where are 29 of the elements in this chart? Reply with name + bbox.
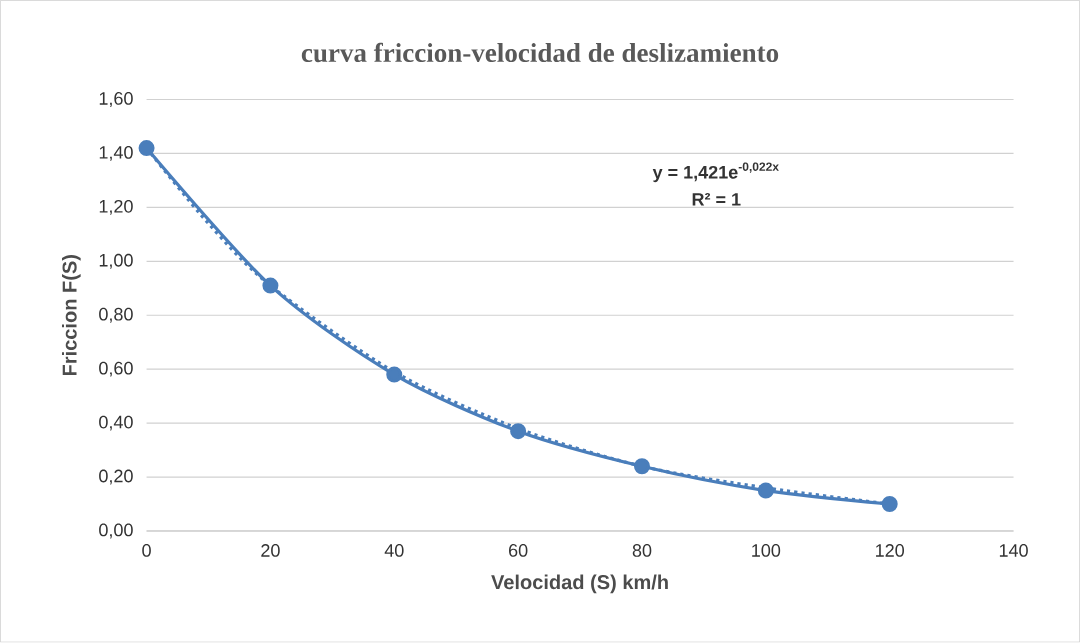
point bbox=[138, 140, 155, 157]
point bbox=[757, 482, 774, 499]
annotation: R² = 1 bbox=[692, 193, 741, 206]
x-tick-label: 60 bbox=[509, 544, 528, 558]
y-tick-label: 1,40 bbox=[99, 146, 133, 162]
y-tick-label: 0,40 bbox=[99, 415, 133, 431]
x-tick-label: 100 bbox=[752, 544, 781, 558]
x-tick-label: 120 bbox=[876, 544, 905, 558]
y-tick-label: 0,60 bbox=[99, 361, 133, 377]
annotation: y = 1,421e$^{-0,022x}$ bbox=[652, 162, 779, 183]
y-tick-label: 0,00 bbox=[99, 523, 133, 539]
point bbox=[510, 423, 527, 440]
y-tick-label: 0,20 bbox=[99, 469, 133, 485]
x-tick-label: 0 bbox=[142, 544, 151, 558]
x-axis-title: Velocidad (S) km/h bbox=[491, 574, 668, 594]
y-tick-label: 0,80 bbox=[99, 308, 133, 323]
y-tick-label: 1,60 bbox=[99, 92, 133, 108]
point bbox=[262, 277, 279, 294]
x-tick-label: 80 bbox=[632, 544, 652, 558]
x-tick-label: 140 bbox=[999, 544, 1028, 558]
point bbox=[881, 496, 898, 513]
y-tick-label: 1,20 bbox=[99, 200, 133, 216]
y-tick-label: 1,00 bbox=[99, 254, 133, 269]
x-tick-label: 20 bbox=[261, 544, 280, 558]
y-axis-title: Friccion F(S) bbox=[62, 255, 81, 376]
x-tick-label: 40 bbox=[384, 544, 404, 558]
chart-title: curva friccion-velocidad de deslizamiento bbox=[301, 43, 779, 63]
point bbox=[386, 366, 403, 383]
point bbox=[633, 458, 650, 475]
